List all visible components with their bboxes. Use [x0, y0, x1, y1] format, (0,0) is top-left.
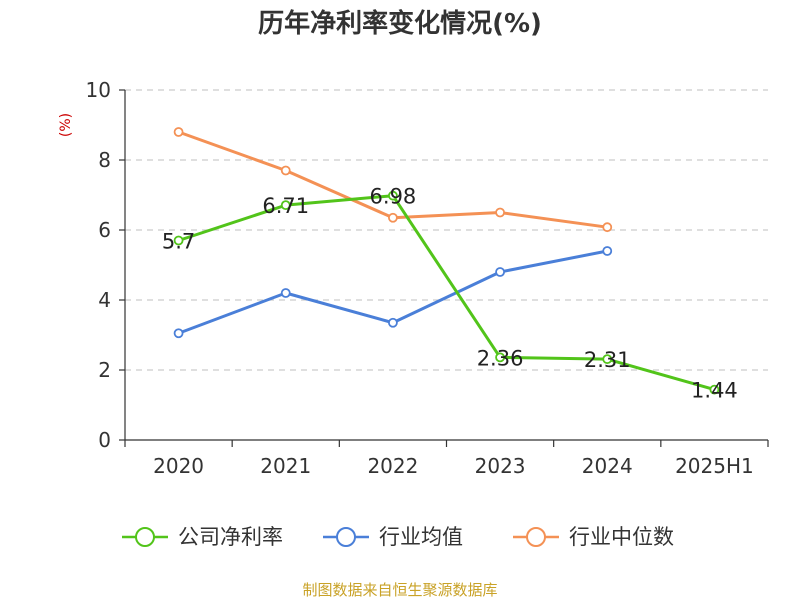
- data-label: 5.7: [162, 230, 195, 254]
- data-label: 6.98: [370, 185, 417, 209]
- y-tick-label: 0: [98, 428, 111, 452]
- data-point: [388, 190, 398, 201]
- series-1: [173, 246, 613, 339]
- legend-label: 行业均值: [379, 525, 463, 549]
- y-tick-label: 8: [98, 148, 111, 172]
- series-lines: [173, 127, 720, 395]
- grid-lines: [125, 89, 768, 371]
- legend[interactable]: 公司净利率 行业均值 行业中位数: [122, 525, 674, 549]
- y-axis-label: (%): [58, 113, 74, 137]
- legend-swatch-marker: [336, 527, 356, 547]
- x-tick-label: 2024: [582, 454, 633, 478]
- data-point: [709, 384, 720, 395]
- x-tick-label: 2022: [367, 454, 418, 478]
- legend-swatch-marker: [526, 527, 546, 547]
- legend-item[interactable]: 公司净利率: [122, 525, 283, 549]
- data-point: [602, 354, 613, 365]
- axes: 0 2 4 6 8 10 2020 2021 2022 2023 2024 2025H1: [86, 78, 769, 478]
- data-point: [602, 246, 613, 256]
- y-tick-label: 6: [98, 218, 111, 242]
- data-point: [388, 212, 398, 223]
- y-tick-label: 4: [98, 288, 111, 312]
- data-point: [495, 207, 505, 218]
- data-point: [173, 235, 184, 246]
- data-point: [280, 165, 291, 176]
- data-point: [495, 267, 505, 277]
- data-point: [280, 200, 291, 211]
- y-tick-label: 2: [98, 358, 111, 382]
- x-tick-label: 2020: [153, 454, 204, 478]
- x-tick-label: 2025H1: [675, 454, 754, 478]
- data-point: [280, 288, 291, 298]
- data-label: 2.36: [477, 346, 524, 370]
- legend-label: 行业中位数: [569, 525, 674, 549]
- x-tick-label: 2021: [260, 454, 311, 478]
- x-tick-label: 2023: [475, 454, 526, 478]
- legend-item[interactable]: 行业均值: [323, 525, 463, 549]
- y-tick-label: 10: [86, 78, 111, 102]
- series-0: [173, 190, 720, 395]
- data-point: [495, 352, 505, 363]
- source-note: 制图数据来自恒生聚源数据库: [302, 581, 497, 599]
- legend-swatch-marker: [135, 527, 155, 547]
- legend-label: 公司净利率: [178, 525, 283, 549]
- data-point: [602, 222, 613, 233]
- chart-title: 历年净利率变化情况(%): [258, 8, 542, 39]
- data-labels: 5.7 6.71 6.98 2.36 2.31 1.44: [162, 185, 738, 403]
- series-line: [178, 194, 715, 392]
- data-point: [388, 317, 398, 328]
- data-label: 1.44: [691, 379, 738, 403]
- legend-item[interactable]: 行业中位数: [513, 525, 674, 549]
- data-label: 2.31: [584, 348, 631, 372]
- data-point: [173, 328, 184, 339]
- series-2: [173, 127, 613, 233]
- data-label: 6.71: [262, 194, 309, 218]
- data-point: [173, 127, 184, 137]
